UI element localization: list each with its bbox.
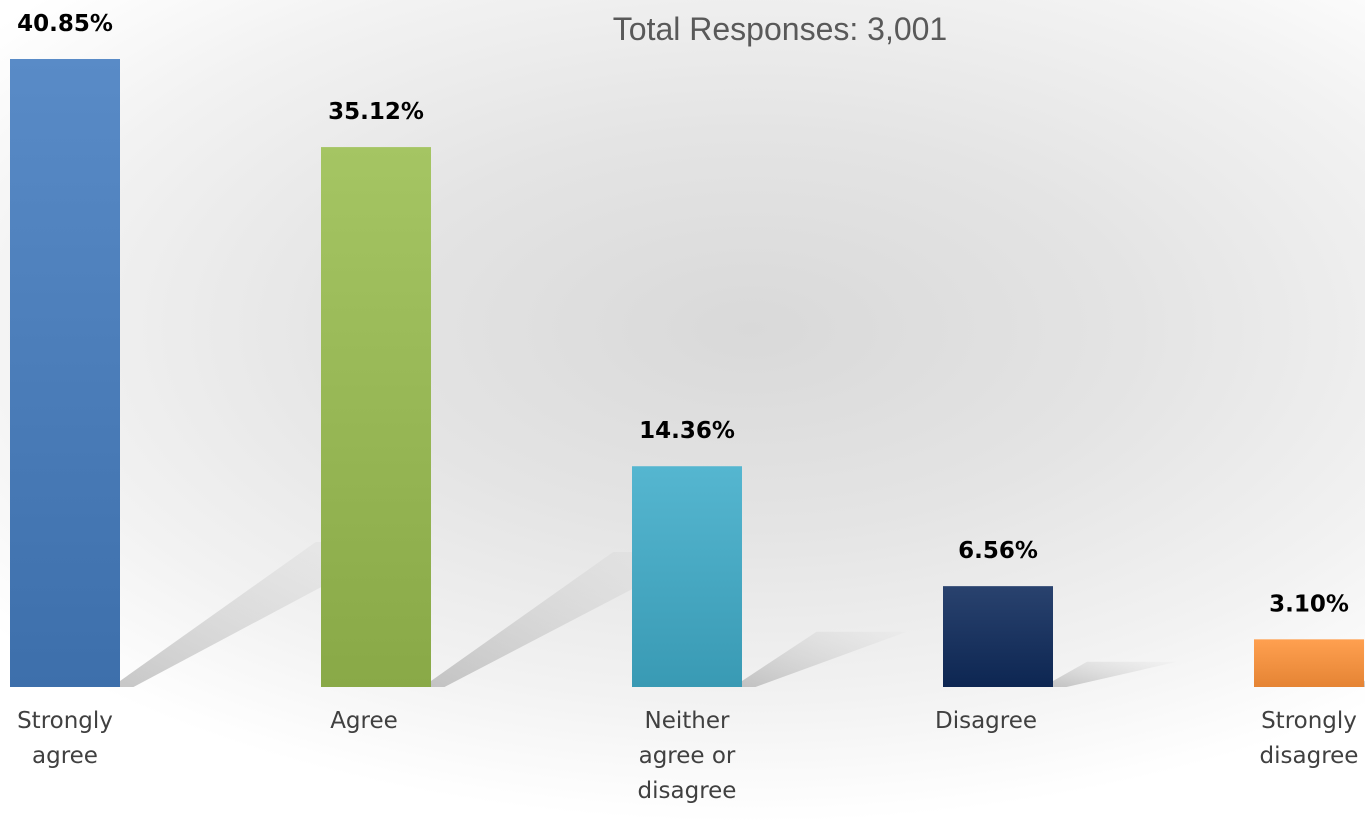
category-label: Agree bbox=[330, 708, 398, 734]
category-label-line: Strongly bbox=[1261, 708, 1357, 734]
bar-strongly-agree bbox=[10, 59, 120, 687]
category-label-line: agree bbox=[32, 743, 98, 769]
category-label-line: Strongly bbox=[17, 708, 113, 734]
category-label-line: disagree bbox=[1260, 743, 1359, 769]
bar-shadow bbox=[742, 631, 907, 687]
category-label-line: Disagree bbox=[935, 708, 1037, 734]
chart-title: Total Responses: 3,001 bbox=[613, 11, 947, 47]
category-labels: Strongly agree Agree Neither agree or disagre… bbox=[17, 708, 1358, 804]
bar-shadows bbox=[120, 542, 1365, 687]
value-label: 3.10% bbox=[1269, 591, 1349, 617]
category-label: Disagree bbox=[935, 708, 1037, 734]
category-label-line: Neither bbox=[645, 708, 730, 734]
category-label-line: disagree bbox=[638, 778, 737, 804]
value-label: 40.85% bbox=[17, 11, 113, 37]
value-label: 35.12% bbox=[328, 99, 424, 125]
value-label: 14.36% bbox=[639, 418, 735, 444]
bars bbox=[10, 59, 1364, 687]
category-label: Strongly agree bbox=[17, 708, 113, 769]
bar-disagree bbox=[943, 586, 1053, 687]
category-label: Neither agree or disagree bbox=[638, 708, 737, 804]
bar-shadow bbox=[1053, 661, 1178, 687]
value-labels: 40.85% 35.12% 14.36% 6.56% 3.10% bbox=[17, 11, 1349, 617]
bar-agree bbox=[321, 147, 431, 687]
value-label: 6.56% bbox=[958, 538, 1038, 564]
category-label-line: agree or bbox=[639, 743, 736, 769]
bar-strongly-disagree bbox=[1254, 639, 1364, 687]
bar-neither-agree-or-disagree bbox=[632, 466, 742, 687]
category-label-line: Agree bbox=[330, 708, 398, 734]
category-label: Strongly disagree bbox=[1260, 708, 1359, 769]
